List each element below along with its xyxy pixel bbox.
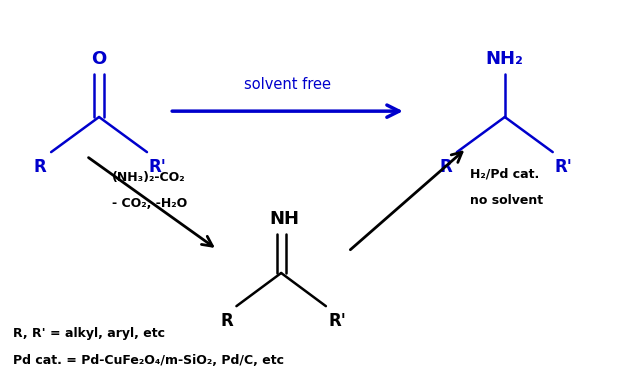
Text: R: R <box>34 158 47 176</box>
Text: R: R <box>440 158 452 176</box>
Text: Pd cat. = Pd-CuFe₂O₄/m-SiO₂, Pd/C, etc: Pd cat. = Pd-CuFe₂O₄/m-SiO₂, Pd/C, etc <box>13 354 284 367</box>
Text: R': R' <box>328 312 346 330</box>
Text: - CO₂, -H₂O: - CO₂, -H₂O <box>112 197 187 210</box>
Text: O: O <box>91 50 107 68</box>
Text: R: R <box>220 312 233 330</box>
Text: solvent free: solvent free <box>244 77 331 92</box>
Text: NH₂: NH₂ <box>486 50 524 68</box>
Text: R': R' <box>555 158 573 176</box>
Text: no solvent: no solvent <box>470 194 543 207</box>
Text: NH: NH <box>270 210 299 228</box>
Text: R': R' <box>149 158 167 176</box>
Text: (NH₃)₂-CO₂: (NH₃)₂-CO₂ <box>112 171 185 184</box>
Text: H₂/Pd cat.: H₂/Pd cat. <box>470 167 539 180</box>
Text: R, R' = alkyl, aryl, etc: R, R' = alkyl, aryl, etc <box>13 327 165 340</box>
